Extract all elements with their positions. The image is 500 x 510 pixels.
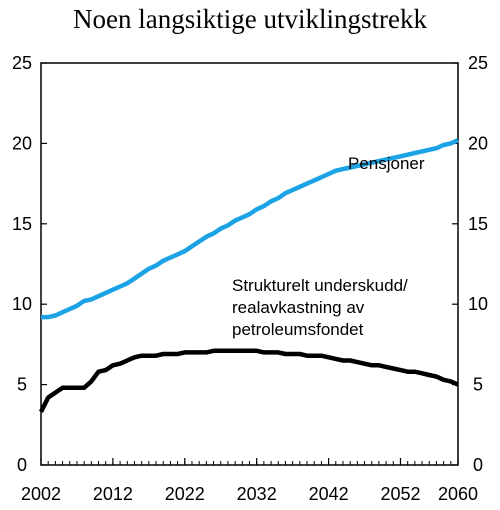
y-tick-label-left: 15 xyxy=(12,214,32,234)
annotation-strukturelt-underskudd-line: realavkastning av xyxy=(232,298,365,317)
chart-title: Noen langsiktige utviklingstrekk xyxy=(73,4,427,34)
y-tick-label-right: 5 xyxy=(473,375,483,395)
y-tick-label-right: 10 xyxy=(468,294,488,314)
x-tick-label: 2022 xyxy=(165,484,205,504)
y-tick-label-right: 20 xyxy=(468,133,488,153)
x-tick-label: 2042 xyxy=(309,484,349,504)
y-tick-label-right: 25 xyxy=(468,53,488,73)
y-tick-label-left: 10 xyxy=(12,294,32,314)
annotation-strukturelt-underskudd-line: Strukturelt underskudd/ xyxy=(232,276,408,295)
x-tick-label: 2002 xyxy=(21,484,61,504)
y-tick-label-left: 5 xyxy=(17,375,27,395)
y-tick-label-left: 25 xyxy=(12,53,32,73)
y-tick-label-right: 15 xyxy=(468,214,488,234)
series-line-strukturelt-underskudd xyxy=(38,348,459,413)
x-tick-label: 2060 xyxy=(438,484,478,504)
x-tick-label: 2052 xyxy=(380,484,420,504)
annotation-pensjoner-line: Pensjoner xyxy=(348,154,425,173)
y-tick-label-left: 0 xyxy=(17,455,27,475)
series-line-pensjoner xyxy=(41,138,459,320)
y-tick-label-left: 20 xyxy=(12,133,32,153)
x-tick-label: 2012 xyxy=(93,484,133,504)
x-tick-label: 2032 xyxy=(237,484,277,504)
annotation-strukturelt-underskudd-line: petroleumsfondet xyxy=(232,320,364,339)
y-tick-label-right: 0 xyxy=(473,455,483,475)
plot-frame xyxy=(40,62,459,466)
